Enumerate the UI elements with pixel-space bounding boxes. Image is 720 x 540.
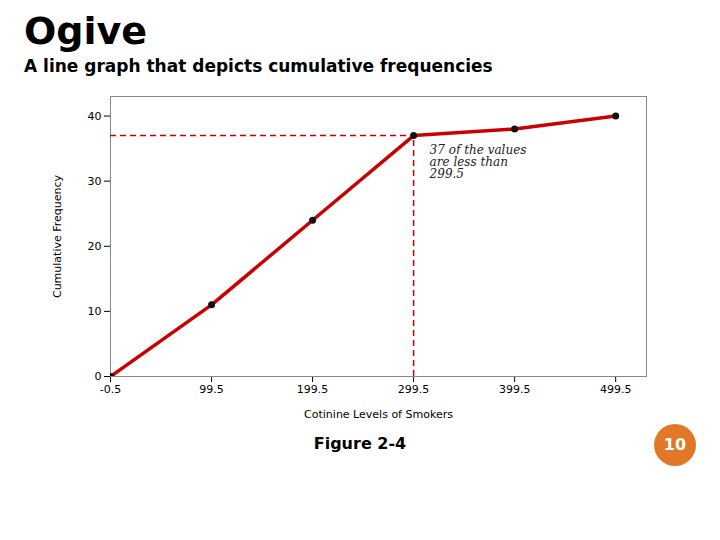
svg-text:20: 20 bbox=[88, 239, 102, 252]
svg-text:40: 40 bbox=[88, 109, 102, 122]
svg-text:-0.5: -0.5 bbox=[100, 383, 121, 396]
svg-text:10: 10 bbox=[88, 305, 102, 318]
html-text:Figure 2-4: Figure 2-4 bbox=[313, 433, 407, 453]
svg-text:0: 0 bbox=[95, 370, 102, 383]
svg-text:30: 30 bbox=[88, 174, 102, 187]
svg-text:99.5: 99.5 bbox=[199, 383, 224, 396]
html-text:A line graph that depicts cumu: A line graph that depicts cumulative fre… bbox=[24, 55, 493, 76]
html-text:10: 10 bbox=[663, 435, 687, 455]
svg-text:299.5: 299.5 bbox=[398, 383, 430, 396]
html-text:Ogive: Ogive bbox=[24, 9, 148, 53]
svg-text:399.5: 399.5 bbox=[499, 383, 531, 396]
svg-text:Cumulative Frequency: Cumulative Frequency bbox=[51, 174, 64, 298]
svg-text:499.5: 499.5 bbox=[600, 383, 632, 396]
svg-text:Cotinine Levels of Smokers: Cotinine Levels of Smokers bbox=[304, 407, 453, 420]
svg-text:37 of the valuesare less than2: 37 of the valuesare less than299.5 bbox=[429, 143, 527, 181]
svg-text:199.5: 199.5 bbox=[297, 383, 329, 396]
